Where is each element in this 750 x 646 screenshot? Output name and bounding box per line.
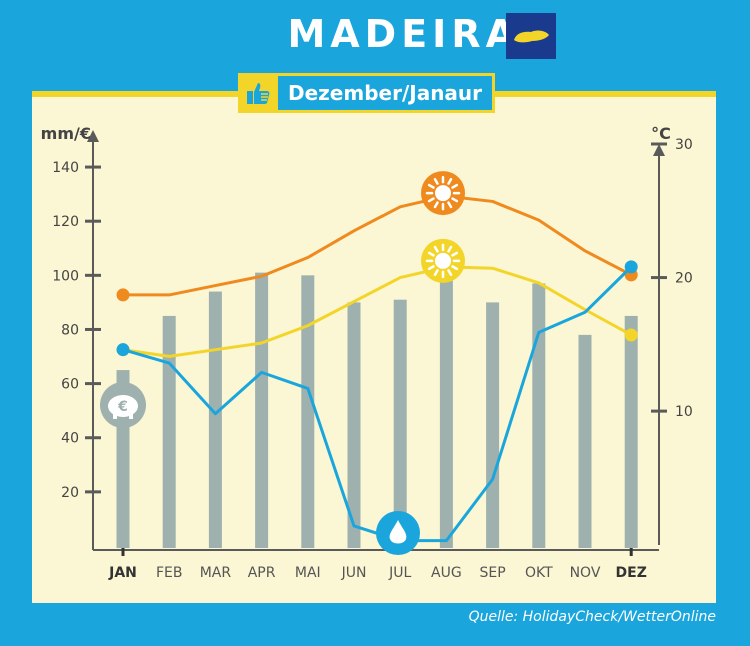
series-1-point-jan (116, 288, 130, 302)
right-axis-arrow (653, 144, 665, 156)
sun-icon-min-ray-4 (433, 269, 439, 276)
x-tick-label-feb: FEB (156, 565, 183, 581)
chart-panel (32, 91, 716, 603)
left-tick-label-120: 120 (52, 214, 79, 230)
bar-mai (301, 275, 315, 548)
x-tick-label-mar: MAR (200, 565, 232, 581)
x-tick-label-jul: JUL (388, 565, 411, 581)
sun-icon-max-ray-4 (433, 201, 439, 209)
bar-jul (393, 299, 407, 548)
series-3-point-dez (624, 260, 638, 274)
bar-apr (255, 272, 269, 548)
series-2-point-dez (624, 328, 638, 342)
series-line-3 (122, 265, 633, 543)
best-travel-time-badge: Dezember/Janaur (238, 73, 496, 113)
x-tick-label-dez: DEZ (616, 565, 647, 581)
right-tick-label-10: 10 (675, 404, 693, 420)
madeira-flag-icon (506, 13, 556, 59)
sun-icon-max-ray-8 (433, 177, 439, 185)
sun-icon-min-ray-5 (427, 265, 435, 271)
sun-icon-min-ray-2 (447, 269, 453, 276)
badge-label: Dezember/Janaur (278, 73, 496, 113)
sun-icon-max-ray-2 (447, 201, 453, 209)
left-axis-label: mm/€ (41, 124, 91, 143)
series-line-2 (122, 265, 632, 358)
piggy-leg-1 (113, 413, 117, 419)
sun-icon-max-core (435, 185, 451, 202)
page-title: MADEIRA (287, 12, 520, 56)
bar-nov (578, 334, 592, 548)
left-tick-label-60: 60 (61, 377, 79, 393)
sun-icon-max-ray-1 (451, 197, 459, 203)
source-caption: Quelle: HolidayCheck/WetterOnline (468, 609, 716, 625)
sun-icon-min-ray-10 (447, 245, 453, 253)
x-tick-label-jun: JUN (341, 565, 367, 581)
x-tick-label-sep: SEP (480, 565, 506, 581)
sun-icon-max-ray-5 (427, 197, 435, 203)
bar-jun (347, 302, 361, 548)
bar-dez (624, 315, 638, 548)
bar-aug (439, 280, 453, 548)
water-drop-shape (389, 520, 407, 544)
euro-symbol: € (117, 399, 128, 415)
x-tick-label-mai: MAI (295, 565, 321, 581)
piggy-body (108, 395, 138, 417)
x-tick-label-apr: APR (248, 565, 276, 581)
sun-icon-max-ray-10 (447, 177, 453, 185)
sun-icon-max-ray-7 (427, 183, 435, 189)
series-3-point-jan (116, 343, 130, 357)
right-axis-label: °C (651, 124, 671, 143)
bar-sep (486, 302, 500, 548)
thumbs-up-icon (238, 73, 278, 113)
series-line-1 (123, 194, 632, 297)
left-tick-label-140: 140 (52, 160, 79, 176)
x-tick-label-jan: JAN (108, 565, 137, 581)
piggy-leg-2 (129, 413, 133, 419)
x-tick-label-aug: AUG (431, 565, 462, 581)
sun-icon-max-ray-11 (451, 183, 459, 189)
sun-icon-min-ray-7 (427, 251, 435, 257)
left-tick-label-80: 80 (61, 322, 79, 338)
right-tick-label-30: 30 (675, 137, 693, 153)
left-axis-arrow (87, 130, 99, 142)
bar-okt (532, 283, 546, 548)
sun-icon-min-ray-8 (433, 245, 439, 253)
sun-icon-min-ray-1 (451, 265, 459, 271)
left-tick-label-20: 20 (61, 485, 79, 501)
left-tick-label-40: 40 (61, 431, 79, 447)
left-tick-label-100: 100 (52, 268, 79, 284)
x-tick-label-okt: OKT (525, 565, 553, 581)
sun-icon-min-ray-11 (451, 251, 459, 257)
right-tick-label-20: 20 (675, 271, 693, 287)
x-tick-label-nov: NOV (570, 565, 601, 581)
sun-icon-min-core (435, 252, 451, 269)
bar-mar (208, 291, 222, 548)
bar-feb (162, 315, 176, 548)
